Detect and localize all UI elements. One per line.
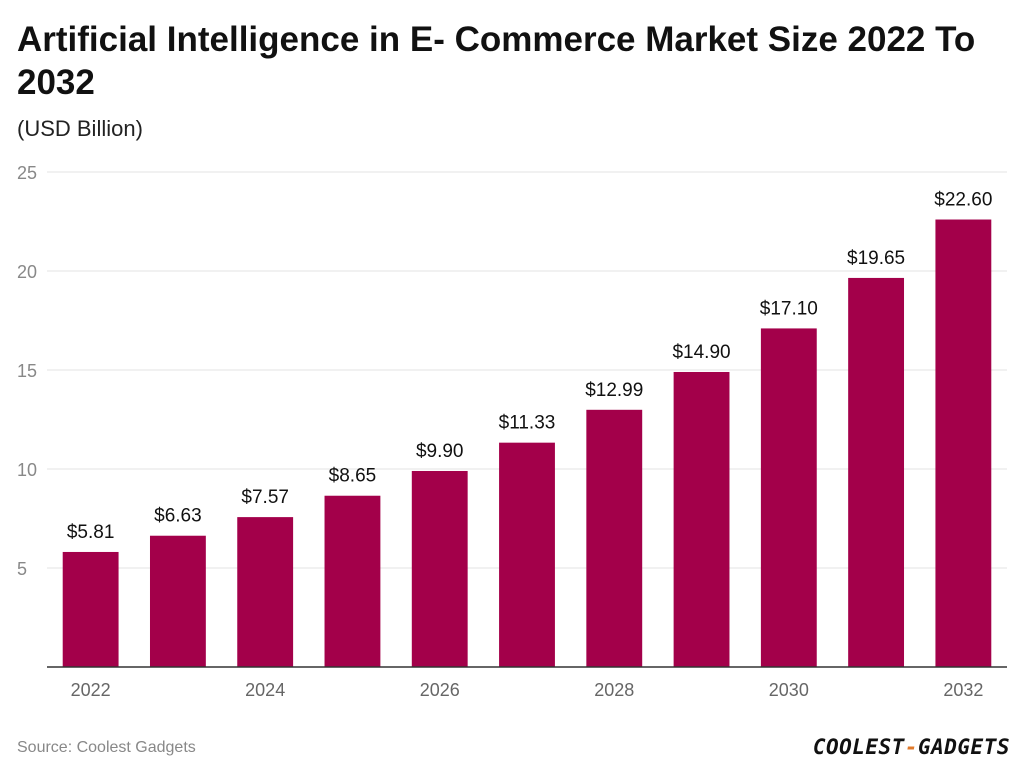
bar-2022: [62, 551, 119, 667]
bar-2026: [411, 470, 468, 667]
bar-2031: [848, 277, 905, 667]
y-tick-label: 20: [17, 262, 37, 282]
chart-title: Artificial Intelligence in E- Commerce M…: [17, 20, 976, 102]
x-tick-label: 2022: [71, 680, 111, 700]
x-tick-label: 2030: [769, 680, 809, 700]
bars: [62, 219, 992, 667]
y-axis-ticks: 5 10 15 20 25: [17, 163, 37, 579]
bar-2027: [499, 442, 555, 667]
y-tick-label: 15: [17, 361, 37, 381]
y-tick-label: 25: [17, 163, 37, 183]
value-label: $7.57: [241, 487, 289, 508]
bar-2025: [324, 495, 381, 667]
bar-2029: [673, 371, 730, 667]
x-tick-label: 2024: [245, 680, 285, 700]
bar-2028: [586, 409, 643, 667]
value-label: $8.65: [329, 466, 377, 487]
brand-logo: COOLEST-GADGETS: [813, 735, 1010, 759]
bar-2030: [760, 328, 817, 667]
brand-logo-left: COOLEST: [812, 735, 905, 759]
x-axis-ticks: 2022 2024 2026 2028 2030 2032: [71, 680, 984, 700]
brand-logo-right: GADGETS: [917, 735, 1010, 759]
value-label: $12.99: [585, 380, 643, 401]
x-tick-label: 2032: [943, 680, 983, 700]
value-label: $9.90: [416, 441, 464, 462]
source-note: Source: Coolest Gadgets: [17, 739, 196, 756]
y-tick-label: 5: [17, 559, 27, 579]
value-label: $14.90: [672, 342, 730, 363]
x-tick-label: 2026: [420, 680, 460, 700]
bar-2023: [149, 535, 206, 667]
grid-lines: [47, 171, 1007, 569]
brand-logo-separator: -: [904, 735, 918, 759]
value-label: $11.33: [499, 413, 556, 434]
value-label: $22.60: [934, 190, 992, 211]
bar-2024: [237, 517, 294, 667]
y-tick-label: 10: [17, 460, 37, 480]
value-label: $5.81: [67, 522, 115, 543]
value-label: $17.10: [760, 298, 818, 319]
value-labels: $5.81 $6.63 $7.57 $8.65 $9.90 $11.33 $12.99 $14…: [67, 190, 993, 543]
value-label: $6.63: [154, 506, 202, 527]
chart-unit-label: (USD Billion): [17, 116, 143, 141]
x-tick-label: 2028: [594, 680, 634, 700]
bar-2032: [935, 219, 992, 667]
value-label: $19.65: [847, 248, 905, 269]
